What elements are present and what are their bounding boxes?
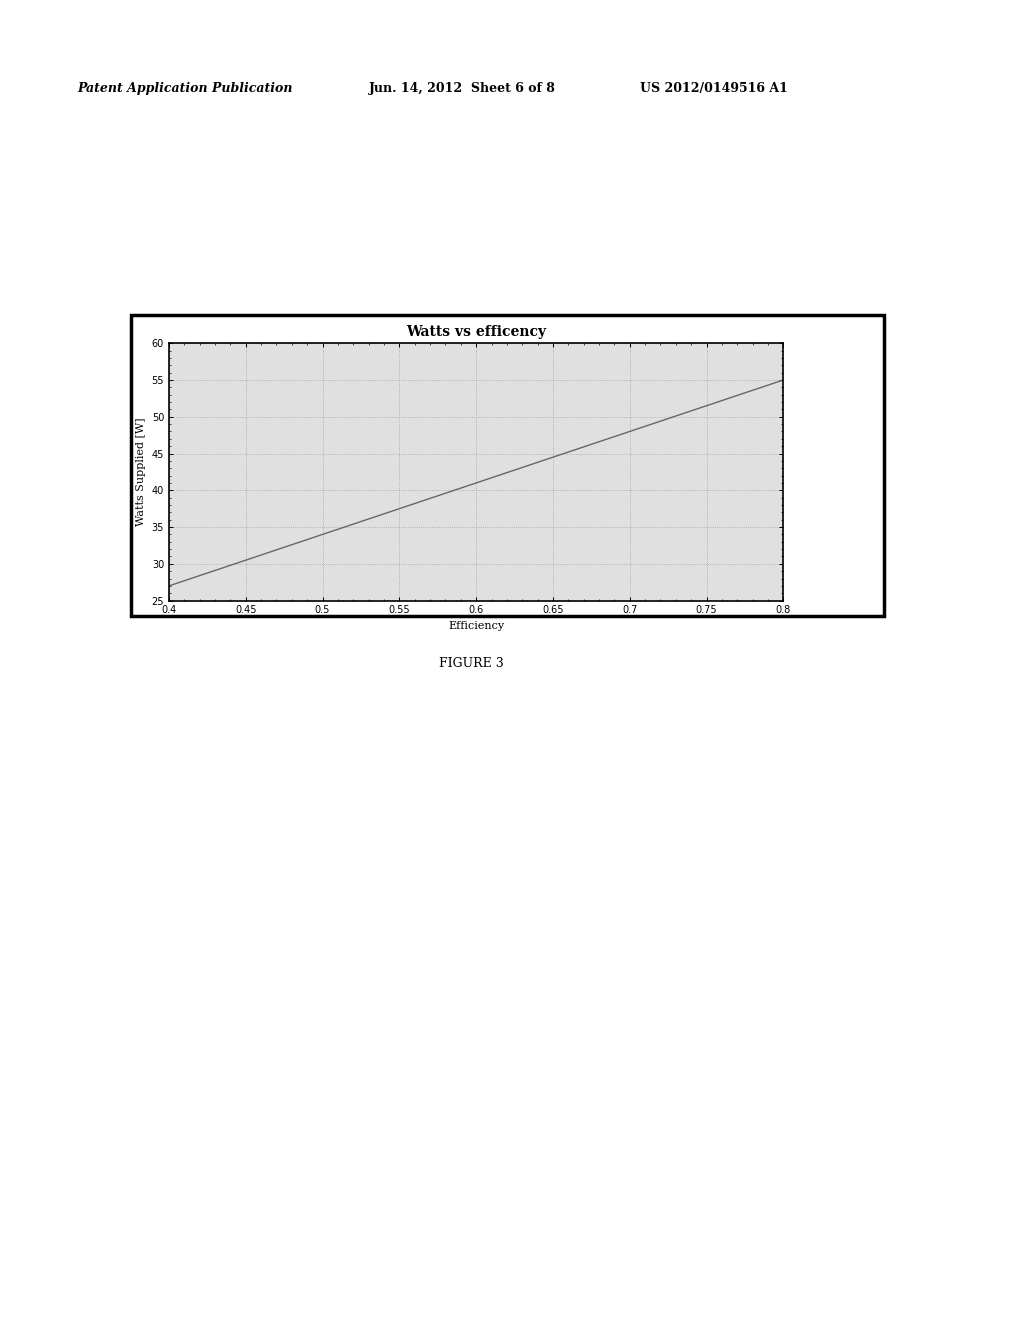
Text: US 2012/0149516 A1: US 2012/0149516 A1 [640,82,787,95]
X-axis label: Efficiency: Efficiency [449,620,504,631]
Title: Watts vs efficency: Watts vs efficency [407,325,546,339]
Text: FIGURE 3: FIGURE 3 [438,656,504,669]
Text: Jun. 14, 2012  Sheet 6 of 8: Jun. 14, 2012 Sheet 6 of 8 [369,82,555,95]
Text: Patent Application Publication: Patent Application Publication [77,82,292,95]
Y-axis label: Watts Supplied [W]: Watts Supplied [W] [136,417,146,527]
